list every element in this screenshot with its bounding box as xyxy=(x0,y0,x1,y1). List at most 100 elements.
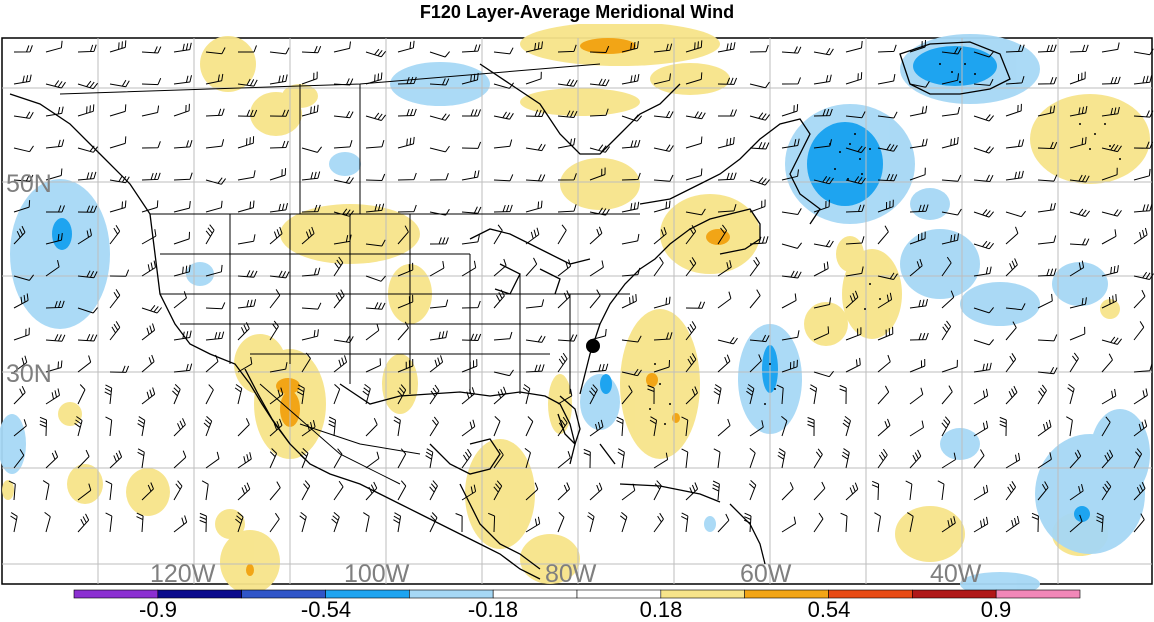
wind-barb xyxy=(685,386,698,405)
wind-barb xyxy=(525,299,545,309)
wind-barb xyxy=(909,204,929,213)
wind-barb xyxy=(941,516,956,533)
wind-barb xyxy=(333,355,348,373)
wind-barb xyxy=(269,168,287,181)
colorbar-labels: -0.9 -0.54 -0.18 0.18 0.54 0.9 xyxy=(139,597,1011,622)
wind-barb xyxy=(237,78,258,87)
wind-barb xyxy=(1133,141,1154,149)
wind-barb xyxy=(717,204,737,213)
wind-barb xyxy=(45,40,63,53)
wind-barb xyxy=(429,384,440,405)
wind-barb xyxy=(845,72,863,85)
wind-barb xyxy=(557,290,571,309)
wind-barb xyxy=(77,145,98,153)
wind-barb xyxy=(393,512,402,533)
wind-barb xyxy=(45,388,60,405)
wind-barb xyxy=(813,481,826,501)
colorbar-label-0-18: 0.18 xyxy=(640,597,683,622)
wind-barb xyxy=(583,448,591,469)
wind-barb xyxy=(109,175,130,184)
wind-barb xyxy=(172,384,181,405)
wind-barb xyxy=(717,291,732,309)
wind-barb xyxy=(973,362,992,373)
wind-barb xyxy=(1101,106,1120,117)
wind-barb xyxy=(877,448,888,469)
wind-barb xyxy=(77,355,92,373)
wind-barb xyxy=(365,112,386,121)
wind-barb xyxy=(77,270,98,279)
wind-barb xyxy=(77,104,95,117)
coastlines xyxy=(9,41,1011,580)
wind-barb xyxy=(973,516,989,533)
wind-barb xyxy=(589,207,610,216)
wind-barb xyxy=(333,335,354,343)
wind-barb xyxy=(141,323,156,341)
wind-barb xyxy=(13,200,31,213)
wind-barb xyxy=(1037,366,1058,375)
wind-barb xyxy=(1005,139,1025,149)
wind-barb xyxy=(141,354,155,373)
wind-barb xyxy=(45,106,64,117)
wind-barb xyxy=(1133,271,1154,280)
wind-barb xyxy=(807,417,815,437)
wind-barb xyxy=(681,416,689,437)
wind-barb xyxy=(45,80,66,89)
wind-barb xyxy=(653,256,664,277)
wind-barb xyxy=(1037,334,1058,342)
wind-barb xyxy=(905,480,913,501)
wind-barb xyxy=(845,327,862,341)
wind-barb xyxy=(1133,203,1153,213)
wind-barb xyxy=(363,512,370,533)
wind-barb xyxy=(557,334,578,342)
wind-barb xyxy=(296,384,305,405)
wind-barb xyxy=(781,516,797,533)
wind-barb xyxy=(1037,384,1047,405)
wind-barb xyxy=(718,109,737,117)
wind-barb xyxy=(525,174,546,182)
wind-barb xyxy=(203,416,213,437)
wind-barb xyxy=(429,173,449,181)
wind-barb xyxy=(717,260,732,277)
wind-barb xyxy=(749,177,770,186)
wind-barb xyxy=(1037,105,1056,117)
wind-barb xyxy=(269,418,283,437)
wind-barb xyxy=(842,416,851,437)
wind-barb xyxy=(877,292,893,309)
wind-barb xyxy=(557,352,568,373)
wind-barb xyxy=(173,231,190,245)
wind-barb xyxy=(141,229,157,245)
wind-barb xyxy=(1101,449,1114,469)
wind-barb xyxy=(461,206,482,214)
wind-barb xyxy=(269,140,289,149)
wind-barb xyxy=(781,77,801,85)
wind-barb xyxy=(397,225,409,245)
wind-barb xyxy=(333,176,354,184)
wind-barb xyxy=(493,139,513,149)
wind-barb xyxy=(1133,110,1154,118)
wind-barb xyxy=(173,363,193,373)
wind-barb xyxy=(104,384,113,405)
wind-map: 50N 30N 120W 100W 80W 60W 40W -0.9 -0.54… xyxy=(0,24,1154,622)
wind-barb xyxy=(201,480,209,501)
wind-barb xyxy=(173,515,188,533)
wind-barb xyxy=(109,365,130,373)
wind-barb xyxy=(269,512,280,533)
wind-barb xyxy=(813,199,830,213)
wind-barb xyxy=(1037,268,1057,277)
lon-label-60w: 60W xyxy=(740,560,792,588)
wind-barb xyxy=(621,172,641,181)
wind-barb xyxy=(877,199,894,213)
wind-barb xyxy=(813,139,832,149)
wind-barb xyxy=(685,482,699,501)
wind-barb xyxy=(1005,103,1022,117)
wind-barb xyxy=(557,110,578,118)
wind-barb xyxy=(46,205,65,213)
wind-barb xyxy=(173,201,191,213)
wind-barb xyxy=(525,364,545,373)
wind-barb xyxy=(557,78,578,87)
wind-barb xyxy=(909,332,929,341)
wind-barb xyxy=(1031,512,1039,533)
wind-barb xyxy=(557,138,576,149)
wind-barb xyxy=(269,226,283,245)
wind-barb xyxy=(365,203,385,213)
